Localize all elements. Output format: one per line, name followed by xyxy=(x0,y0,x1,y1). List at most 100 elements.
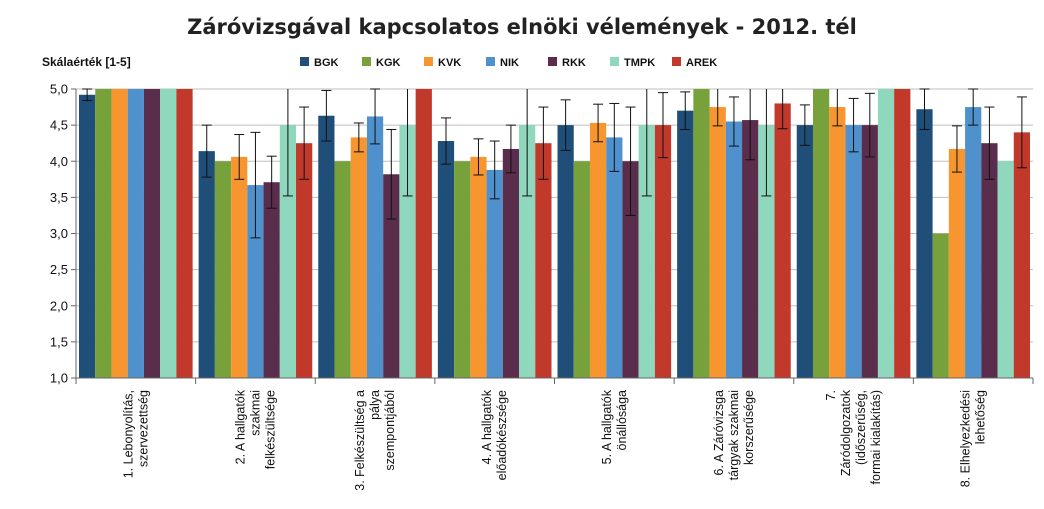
bar-nik xyxy=(965,107,982,378)
legend-item-nik: NIK xyxy=(486,57,519,69)
bar-kgk xyxy=(693,89,710,378)
bar-tmpk xyxy=(399,125,416,378)
bar-bgk xyxy=(557,125,574,378)
category-label-line: formai kialakítás) xyxy=(869,390,883,484)
bar-kgk xyxy=(214,161,232,378)
bar-kvk xyxy=(829,107,846,378)
y-tick-label: 1,0 xyxy=(50,371,68,386)
bar-bgk xyxy=(198,151,215,378)
legend-swatch xyxy=(548,57,557,66)
bar-kgk xyxy=(812,89,830,378)
bar-nik xyxy=(606,137,623,378)
category-labels: 1. Lebonyolítás, szervezettség 2. A hallga… xyxy=(121,389,987,490)
bar-kvk xyxy=(231,156,248,378)
bar-bgk xyxy=(796,125,813,378)
bar-kvk xyxy=(350,137,367,378)
legend-label: TMPK xyxy=(624,57,655,69)
bar-nik xyxy=(725,121,743,378)
bar-tmpk xyxy=(638,125,655,378)
bar-tmpk xyxy=(877,89,895,378)
y-tick-label: 4,5 xyxy=(50,118,68,133)
bar-kgk xyxy=(454,161,471,378)
bar-kgk xyxy=(573,161,590,378)
y-tick-label: 5,0 xyxy=(50,82,68,97)
category-label: 8. Elhelyezkedési lehetőség xyxy=(959,390,988,487)
category-label-line: 8. Elhelyezkedési xyxy=(959,390,973,487)
bar-kvk xyxy=(470,156,487,378)
category-label: 3. Felkészültség a pálya szempontjából xyxy=(353,390,397,491)
category-label: 6. A Záróvizsga tárgyak szakmai korszerűsé… xyxy=(712,390,756,480)
bar-tmpk xyxy=(279,125,297,378)
bar-tmpk xyxy=(160,89,177,378)
bar-arek xyxy=(654,125,672,378)
y-tick-label: 4,0 xyxy=(50,154,68,169)
bar-bgk xyxy=(79,94,96,378)
category-label-line: önállósága xyxy=(615,390,629,451)
category-label-line: pálya xyxy=(368,390,382,420)
legend-label: AREK xyxy=(686,57,717,69)
y-tick-labels: 1,0 1,5 2,0 2,5 3,0 3,5 4,0 4,5 5,0 xyxy=(50,82,68,386)
category-label: 2. A hallgatók szakmai felkészültsége xyxy=(233,389,277,469)
bar-bgk xyxy=(677,110,694,379)
bar-rkk xyxy=(742,120,759,378)
y-tick-label: 3,0 xyxy=(50,226,68,241)
bar-nik xyxy=(366,116,384,378)
category-label-line: szervezettség xyxy=(136,390,150,467)
category-label-line: szakmai xyxy=(248,390,262,436)
bar-kgk xyxy=(334,161,351,378)
bar-arek xyxy=(535,143,552,378)
legend-item-arek: AREK xyxy=(672,57,717,69)
legend-label: BGK xyxy=(314,57,339,69)
bar-kgk xyxy=(95,89,112,378)
bar-arek xyxy=(176,89,193,378)
bar-kvk xyxy=(948,148,966,378)
bar-arek xyxy=(415,89,432,378)
category-label-line: szempontjából xyxy=(383,390,397,471)
category-label: 4. A hallgatók előadókészsége xyxy=(480,389,509,480)
category-label-line: 5. A hallgatók xyxy=(600,389,614,464)
category-label-line: korszerűsége xyxy=(742,390,756,465)
legend-item-bgk: BGK xyxy=(300,57,339,69)
bars xyxy=(79,89,1030,379)
bar-arek xyxy=(894,89,911,378)
bar-arek xyxy=(1013,132,1030,378)
category-label-line: lehetőség xyxy=(974,390,988,444)
bar-tmpk xyxy=(758,125,775,378)
category-label-line: tárgyak szakmai xyxy=(727,390,741,480)
y-axis-label: Skálaérték [1-5] xyxy=(42,55,131,69)
legend-swatch xyxy=(672,57,681,66)
bar-bgk xyxy=(318,115,335,379)
bar-tmpk xyxy=(519,125,536,378)
category-label-line: 6. A Záróvizsga xyxy=(712,390,726,476)
legend-swatch xyxy=(610,57,619,66)
bar-arek xyxy=(774,103,791,378)
category-label-line: 1. Lebonyolítás, xyxy=(121,390,135,478)
legend-label: KGK xyxy=(376,57,401,69)
category-label: 7. Záródolgozatok (időszerűség, formai kial… xyxy=(824,389,883,484)
legend-swatch xyxy=(300,57,309,66)
category-label-line: Záródolgozatok xyxy=(839,389,853,476)
legend-item-tmpk: TMPK xyxy=(610,57,655,69)
category-label-line: (időszerűség, xyxy=(854,390,868,465)
y-tick-label: 2,5 xyxy=(50,262,68,277)
category-label-line: felkészültsége xyxy=(263,390,277,469)
bar-nik xyxy=(247,185,264,378)
bar-rkk xyxy=(861,125,878,378)
axes xyxy=(71,88,1034,384)
legend: BGK KGK KVK NIK RKK TMPK AREK xyxy=(300,57,717,69)
chart-title: Záróvizsgával kapcsolatos elnöki vélemén… xyxy=(187,15,857,39)
bar-rkk xyxy=(383,174,400,378)
y-tick-label: 1,5 xyxy=(50,334,68,349)
category-label-line: előadókészsége xyxy=(495,390,509,480)
legend-swatch xyxy=(362,57,371,66)
category-label: 5. A hallgatók önállósága xyxy=(600,389,629,464)
bar-nik xyxy=(845,125,862,378)
bar-kvk xyxy=(111,89,128,378)
category-label: 1. Lebonyolítás, szervezettség xyxy=(121,390,150,478)
bar-bgk xyxy=(437,141,455,378)
y-tick-label: 3,5 xyxy=(50,190,68,205)
category-label-line: 7. xyxy=(824,390,838,400)
legend-label: KVK xyxy=(438,57,461,69)
